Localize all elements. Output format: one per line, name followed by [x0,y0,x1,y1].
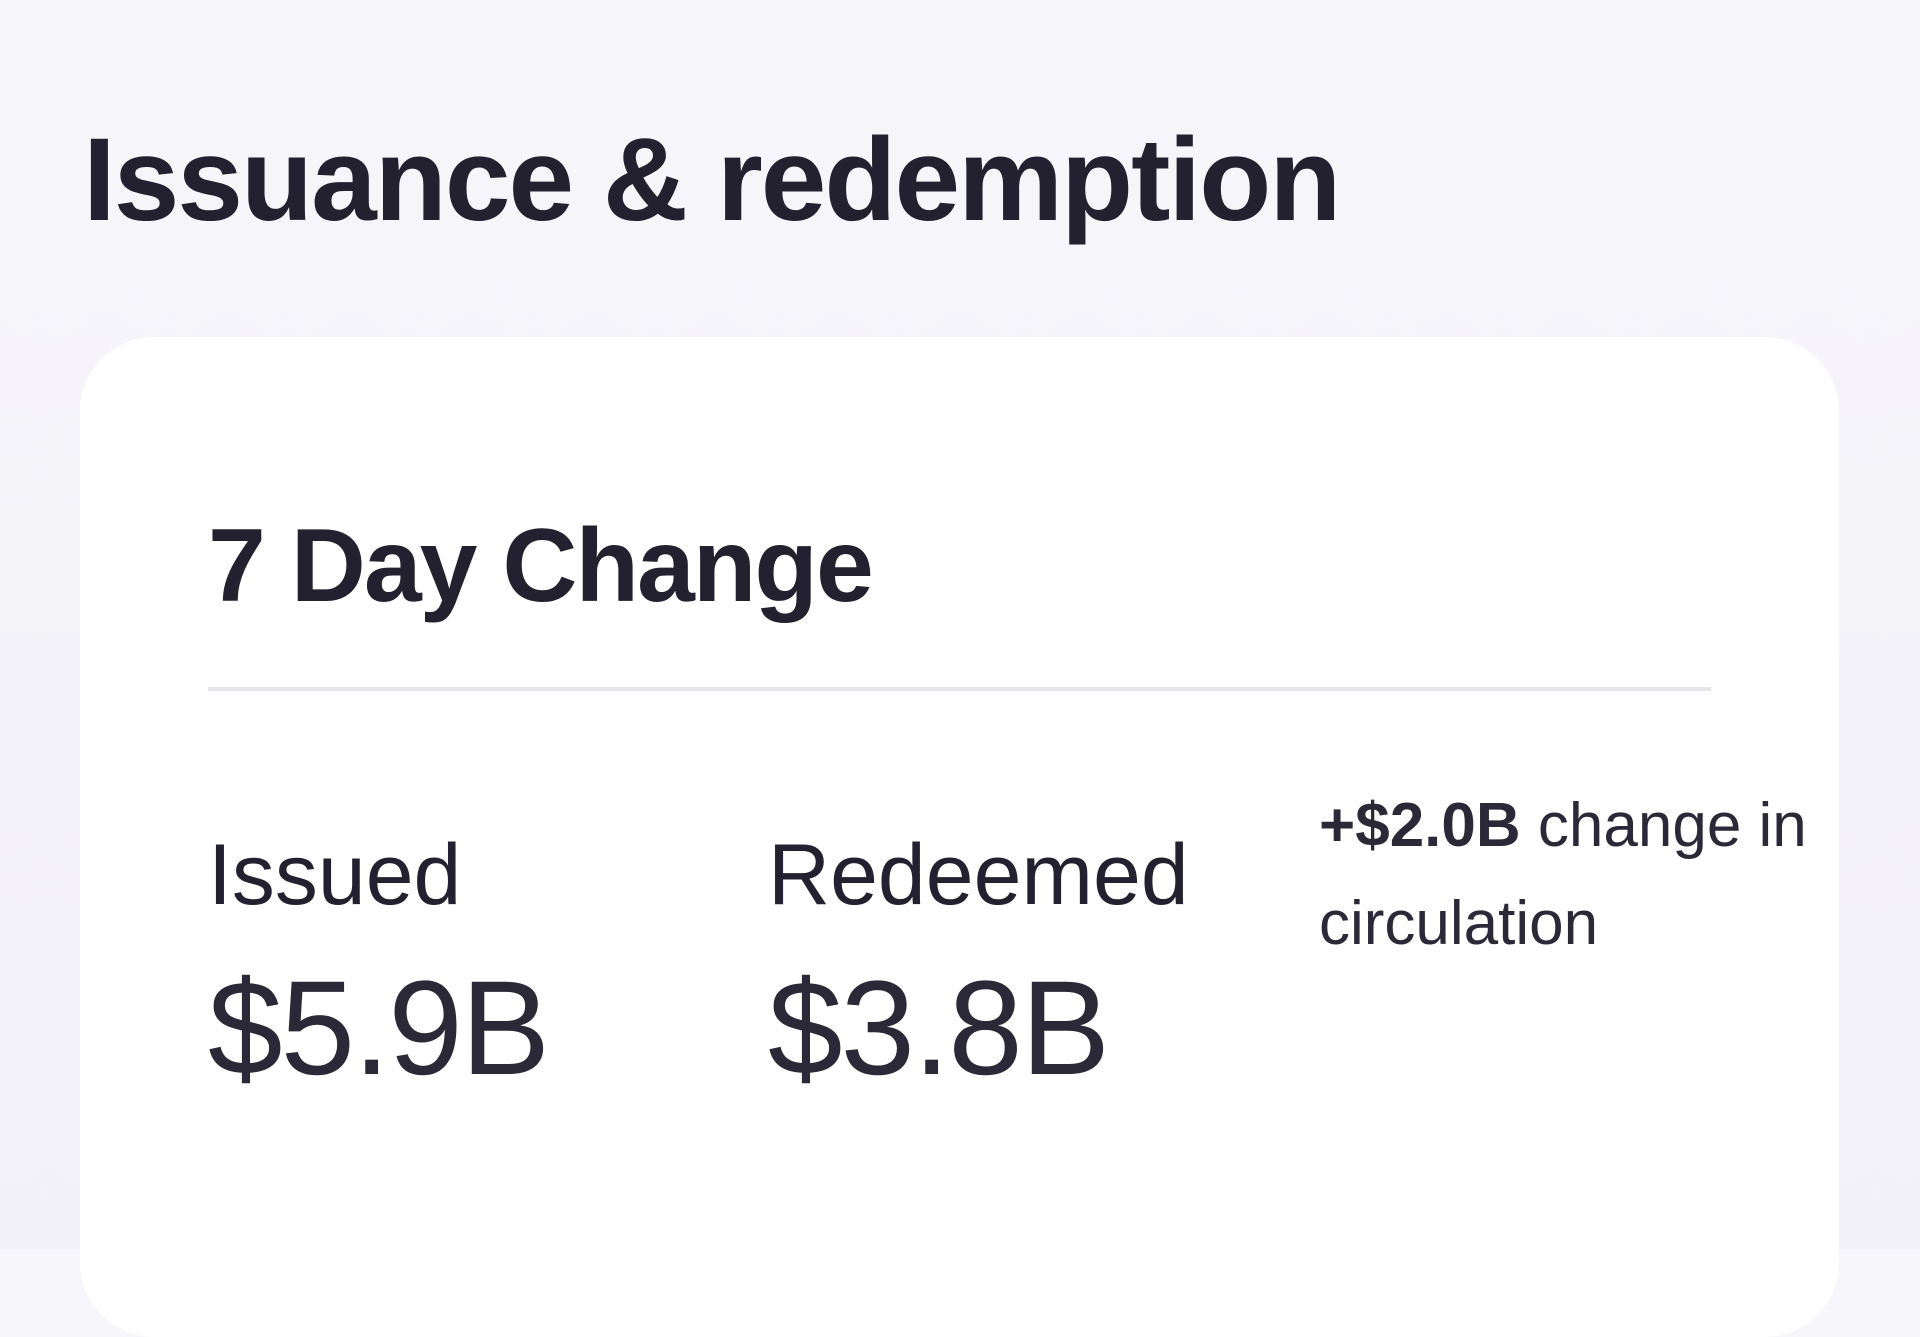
divider [208,687,1711,691]
card-title: 7 Day Change [208,508,874,624]
redeemed-stat: Redeemed $3.8B [768,832,1189,1096]
net-change-value: +$2.0B [1319,791,1521,860]
issued-stat: Issued $5.9B [208,827,550,1103]
net-change: +$2.0B change in circulation [1319,777,1819,973]
seven-day-change-card: 7 Day Change Issued $5.9B Redeemed $3.8B… [80,337,1839,1337]
redeemed-label: Redeemed [768,827,1189,923]
net-change-text: change in circulation [1319,791,1807,958]
redeemed-value: $3.8B [768,954,1110,1103]
issued-value: $5.9B [208,954,550,1103]
issued-label: Issued [208,827,462,923]
section-title: Issuance & redemption [83,114,1341,246]
